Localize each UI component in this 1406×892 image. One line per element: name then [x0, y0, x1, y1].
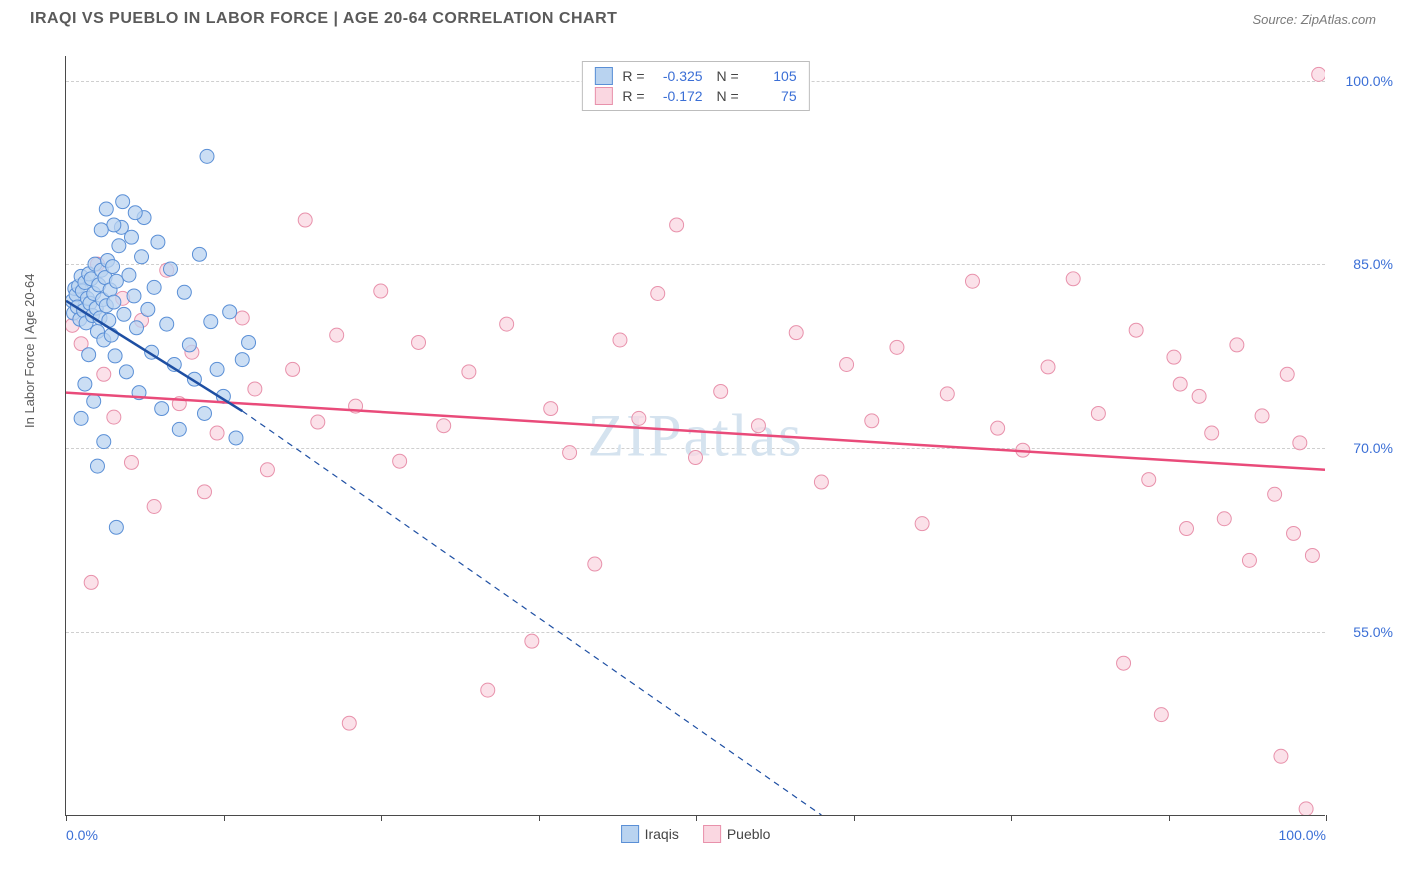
y-tick-label: 70.0%: [1353, 440, 1393, 456]
stat-r-label: R =: [622, 68, 644, 84]
stat-n-label: N =: [713, 68, 739, 84]
x-tick-mark: [1169, 815, 1170, 821]
plot-area: ZIPatlas R = -0.325 N = 105 R = -0.172 N…: [65, 56, 1325, 816]
x-tick-mark: [381, 815, 382, 821]
stat-r-label: R =: [622, 88, 644, 104]
y-axis-label: In Labor Force | Age 20-64: [22, 274, 37, 428]
x-tick-mark: [854, 815, 855, 821]
stat-r-iraqis: -0.325: [655, 68, 703, 84]
stat-n-label: N =: [713, 88, 739, 104]
y-tick-label: 85.0%: [1353, 256, 1393, 272]
correlation-legend: R = -0.325 N = 105 R = -0.172 N = 75: [581, 61, 809, 111]
stat-n-pueblo: 75: [749, 88, 797, 104]
stat-r-pueblo: -0.172: [655, 88, 703, 104]
legend-row-pueblo: R = -0.172 N = 75: [594, 86, 796, 106]
x-tick-label: 100.0%: [1279, 827, 1326, 843]
swatch-pueblo-icon: [703, 825, 721, 843]
source-attribution: Source: ZipAtlas.com: [1252, 12, 1376, 27]
swatch-pueblo: [594, 87, 612, 105]
series-legend: Iraqis Pueblo: [621, 825, 771, 843]
legend-row-iraqis: R = -0.325 N = 105: [594, 66, 796, 86]
x-tick-mark: [696, 815, 697, 821]
scatter-svg: [66, 56, 1325, 815]
chart-container: In Labor Force | Age 20-64 ZIPatlas R = …: [40, 48, 1390, 858]
legend-label-pueblo: Pueblo: [727, 826, 771, 842]
swatch-iraqis: [594, 67, 612, 85]
chart-title: IRAQI VS PUEBLO IN LABOR FORCE | AGE 20-…: [30, 10, 617, 28]
legend-item-pueblo: Pueblo: [703, 825, 771, 843]
x-tick-mark: [1011, 815, 1012, 821]
y-tick-label: 55.0%: [1353, 624, 1393, 640]
y-tick-label: 100.0%: [1346, 73, 1393, 89]
x-tick-label: 0.0%: [66, 827, 98, 843]
x-tick-mark: [539, 815, 540, 821]
x-tick-mark: [224, 815, 225, 821]
stat-n-iraqis: 105: [749, 68, 797, 84]
legend-item-iraqis: Iraqis: [621, 825, 679, 843]
x-tick-mark: [1326, 815, 1327, 821]
x-tick-mark: [66, 815, 67, 821]
legend-label-iraqis: Iraqis: [645, 826, 679, 842]
swatch-iraqis-icon: [621, 825, 639, 843]
